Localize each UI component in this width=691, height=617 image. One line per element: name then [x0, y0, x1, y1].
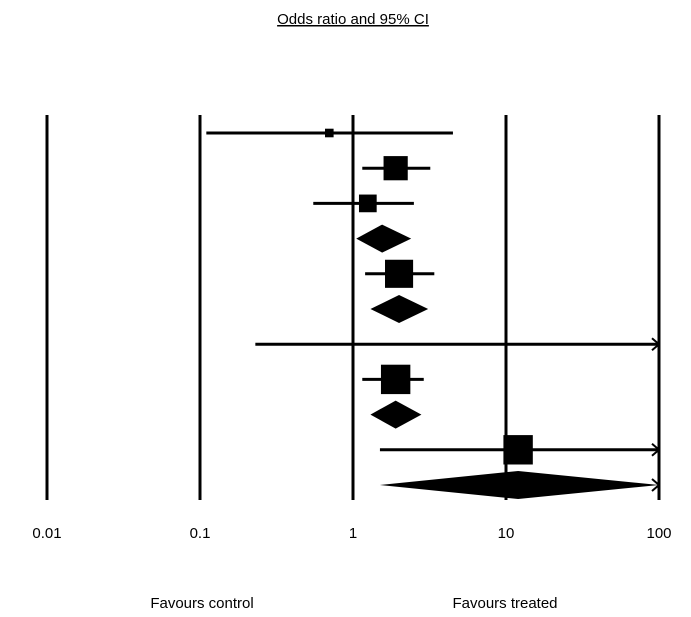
summary-diamond	[370, 400, 422, 429]
truncation-arrow	[651, 443, 661, 457]
study-box	[385, 259, 414, 288]
x-tick-label: 100	[646, 525, 671, 542]
summary-diamond	[379, 471, 659, 499]
x-tick-label: 1	[349, 525, 357, 542]
favours-treated-label: Favours treated	[452, 595, 557, 612]
x-tick-labels: 0.01 0.1 1 10 100	[32, 525, 671, 542]
x-tick-label: 0.01	[32, 525, 61, 542]
summary-diamond	[356, 224, 412, 253]
chart-title: Odds ratio and 95% CI	[277, 11, 429, 28]
truncation-arrow	[651, 478, 661, 492]
favours-control-label: Favours control	[150, 595, 253, 612]
truncation-arrow	[651, 337, 661, 351]
plot-marks	[206, 128, 661, 499]
study-box	[383, 156, 408, 181]
x-tick-label: 0.1	[190, 525, 211, 542]
study-box	[380, 364, 411, 395]
summary-diamond	[370, 295, 429, 323]
grid-lines	[45, 115, 661, 500]
x-tick-label: 10	[498, 525, 515, 542]
study-box	[358, 194, 377, 213]
study-box	[503, 435, 533, 465]
study-box	[325, 128, 334, 138]
